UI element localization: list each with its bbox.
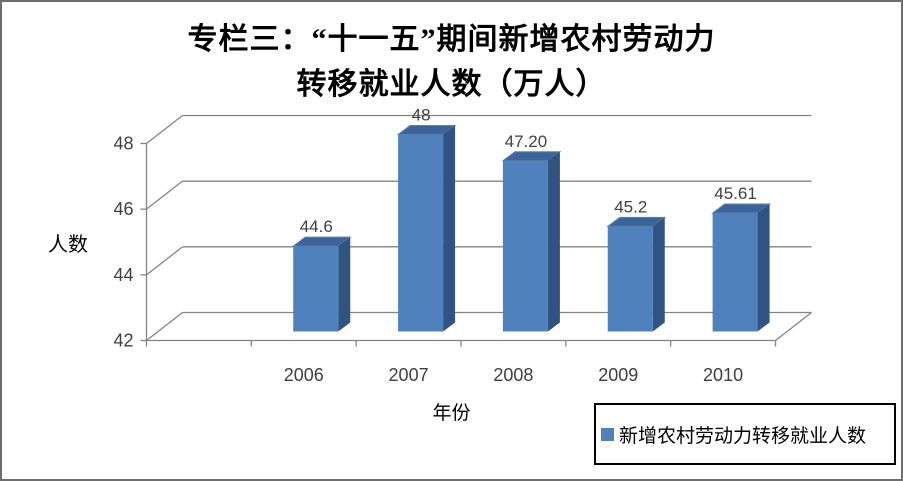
bar <box>712 212 758 332</box>
y-grid-connector <box>146 114 183 145</box>
x-category-label: 2010 <box>703 365 743 385</box>
y-tick-label: 42 <box>113 331 133 351</box>
y-grid-connector <box>146 180 183 210</box>
chart-title-line2: 转移就业人数（万人） <box>296 68 607 101</box>
bar-side-face <box>757 203 770 332</box>
bar <box>293 246 339 332</box>
y-axis-title: 人数 <box>48 234 88 256</box>
bar-data-label: 45.2 <box>614 197 647 216</box>
y-grid-connector <box>146 311 183 342</box>
legend-marker-square <box>601 427 614 441</box>
chart-legend: 新增农村劳动力转移就业人数 <box>594 403 896 465</box>
bar-data-label: 45.61 <box>714 184 757 203</box>
bar <box>398 134 444 332</box>
bar-side-face <box>338 237 351 332</box>
legend-series-label: 新增农村劳动力转移就业人数 <box>619 425 867 447</box>
y-tick-label: 48 <box>113 134 133 154</box>
bar-side-face <box>652 217 665 332</box>
chart-title: 专栏三：“十一五”期间新增农村劳动力 转移就业人数（万人） <box>2 17 901 107</box>
bar <box>502 160 548 332</box>
bar-data-label: 47.20 <box>505 132 548 151</box>
y-grid-connector <box>146 246 183 276</box>
bar <box>607 226 653 332</box>
y-tick-label: 46 <box>113 199 133 219</box>
bar-side-face <box>547 151 560 332</box>
floor-right-edge <box>775 311 812 342</box>
x-axis-title: 年份 <box>432 403 471 424</box>
bar-data-label: 44.6 <box>300 217 333 236</box>
chart-title-line1: 专栏三：“十一五”期间新增农村劳动力 <box>187 23 716 56</box>
bar-data-label: 48 <box>412 106 431 125</box>
x-category-label: 2006 <box>284 365 324 385</box>
x-category-label: 2008 <box>493 365 533 385</box>
x-category-label: 2009 <box>598 365 638 385</box>
y-tick-label: 44 <box>113 265 133 285</box>
bar-side-face <box>443 125 456 332</box>
x-category-label: 2007 <box>389 365 429 385</box>
